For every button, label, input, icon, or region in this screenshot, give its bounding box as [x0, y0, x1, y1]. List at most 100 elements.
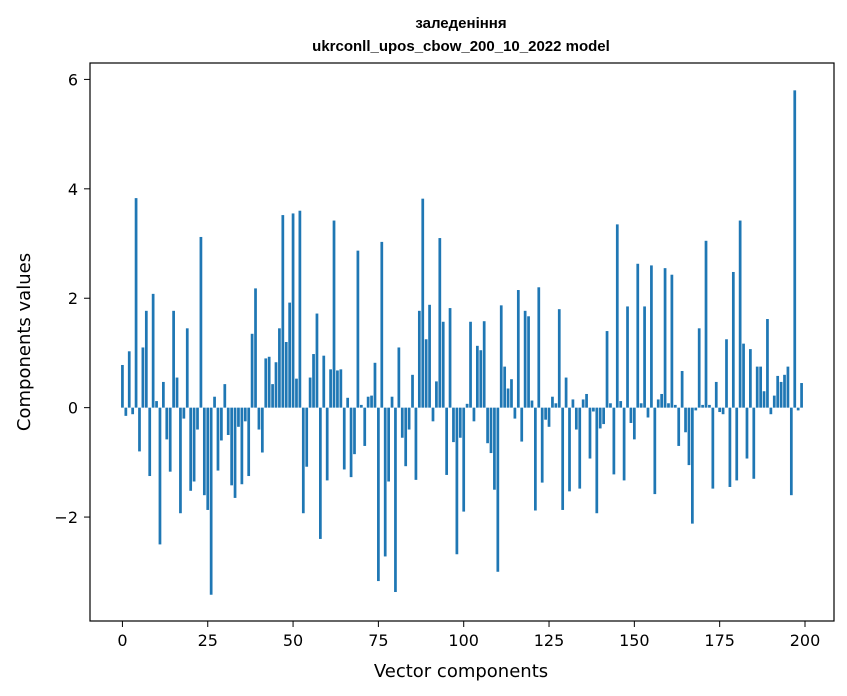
bar — [783, 374, 786, 408]
bar — [554, 403, 558, 408]
bar — [380, 241, 384, 408]
bar — [267, 356, 271, 408]
bar — [496, 407, 500, 572]
bar — [155, 401, 158, 408]
bar — [127, 351, 131, 408]
bar — [513, 407, 517, 419]
bar — [629, 407, 633, 423]
bar — [721, 407, 725, 415]
bar — [701, 404, 704, 408]
bar — [544, 407, 547, 420]
bar — [772, 395, 776, 408]
bar — [216, 407, 220, 471]
bar — [578, 407, 582, 489]
bar — [175, 377, 179, 408]
bar — [752, 407, 756, 479]
bar — [134, 198, 138, 408]
bar — [445, 407, 449, 475]
bar — [414, 407, 418, 480]
bar — [694, 407, 698, 411]
bar — [656, 399, 660, 408]
x-axis-ticks: 0 25 50 75 100 125 150 175 200 — [117, 621, 820, 650]
bar — [786, 366, 790, 408]
bar — [711, 407, 715, 489]
bar — [749, 349, 752, 408]
bar — [421, 198, 425, 408]
plot-frame — [89, 62, 835, 622]
bar — [619, 401, 623, 408]
bar — [356, 250, 360, 408]
bar — [691, 407, 694, 524]
bar — [636, 263, 640, 408]
bar — [612, 407, 616, 475]
bar — [162, 381, 165, 408]
bar — [452, 407, 455, 443]
bar — [336, 370, 339, 408]
bar — [609, 403, 612, 408]
bar — [424, 339, 428, 408]
bar — [202, 407, 206, 496]
bar — [482, 321, 486, 408]
bar — [789, 407, 793, 496]
bar — [370, 395, 373, 408]
bar — [677, 407, 681, 446]
bar — [312, 354, 315, 408]
y-tick-label: 6 — [68, 70, 78, 89]
bar — [725, 339, 728, 408]
bar — [639, 403, 643, 408]
bar — [332, 220, 336, 408]
bar — [605, 331, 609, 408]
bar — [489, 407, 493, 454]
bar — [766, 319, 769, 408]
bar — [646, 407, 650, 418]
bar — [192, 407, 196, 482]
bar — [291, 213, 295, 408]
bar — [738, 220, 742, 408]
bar — [254, 288, 257, 408]
bar — [510, 379, 513, 408]
bar — [346, 397, 350, 408]
bar — [448, 308, 452, 408]
bar — [220, 407, 223, 441]
bar — [366, 396, 370, 408]
bar — [458, 407, 462, 438]
bar — [271, 384, 274, 408]
bar — [404, 407, 408, 467]
bar — [615, 224, 619, 408]
bar — [745, 407, 749, 459]
bar — [223, 384, 227, 408]
bar — [718, 407, 722, 413]
bar — [653, 407, 657, 495]
bar — [568, 407, 571, 492]
bar — [264, 358, 268, 408]
bar — [144, 310, 148, 408]
bar — [670, 274, 674, 408]
bar — [598, 407, 602, 429]
bar — [520, 407, 524, 442]
bar — [377, 407, 380, 582]
bar — [465, 403, 469, 408]
x-tick-label: 100 — [448, 631, 479, 650]
bar — [759, 366, 762, 408]
bar — [742, 343, 745, 408]
bar — [179, 407, 182, 514]
bar — [329, 369, 332, 408]
bar — [308, 377, 312, 408]
x-tick-label: 175 — [704, 631, 735, 650]
bar — [213, 396, 216, 408]
bar — [411, 374, 414, 408]
bar — [735, 407, 739, 481]
bar — [714, 381, 718, 408]
bar — [769, 407, 773, 415]
bar — [387, 407, 390, 482]
bar — [592, 407, 595, 412]
bar — [243, 407, 247, 422]
bar — [793, 90, 797, 408]
bar — [168, 407, 172, 472]
bar — [281, 215, 285, 408]
bar — [561, 407, 565, 510]
x-tick-label: 125 — [534, 631, 565, 650]
x-tick-label: 200 — [790, 631, 821, 650]
bar — [588, 407, 592, 459]
bar — [305, 407, 309, 467]
